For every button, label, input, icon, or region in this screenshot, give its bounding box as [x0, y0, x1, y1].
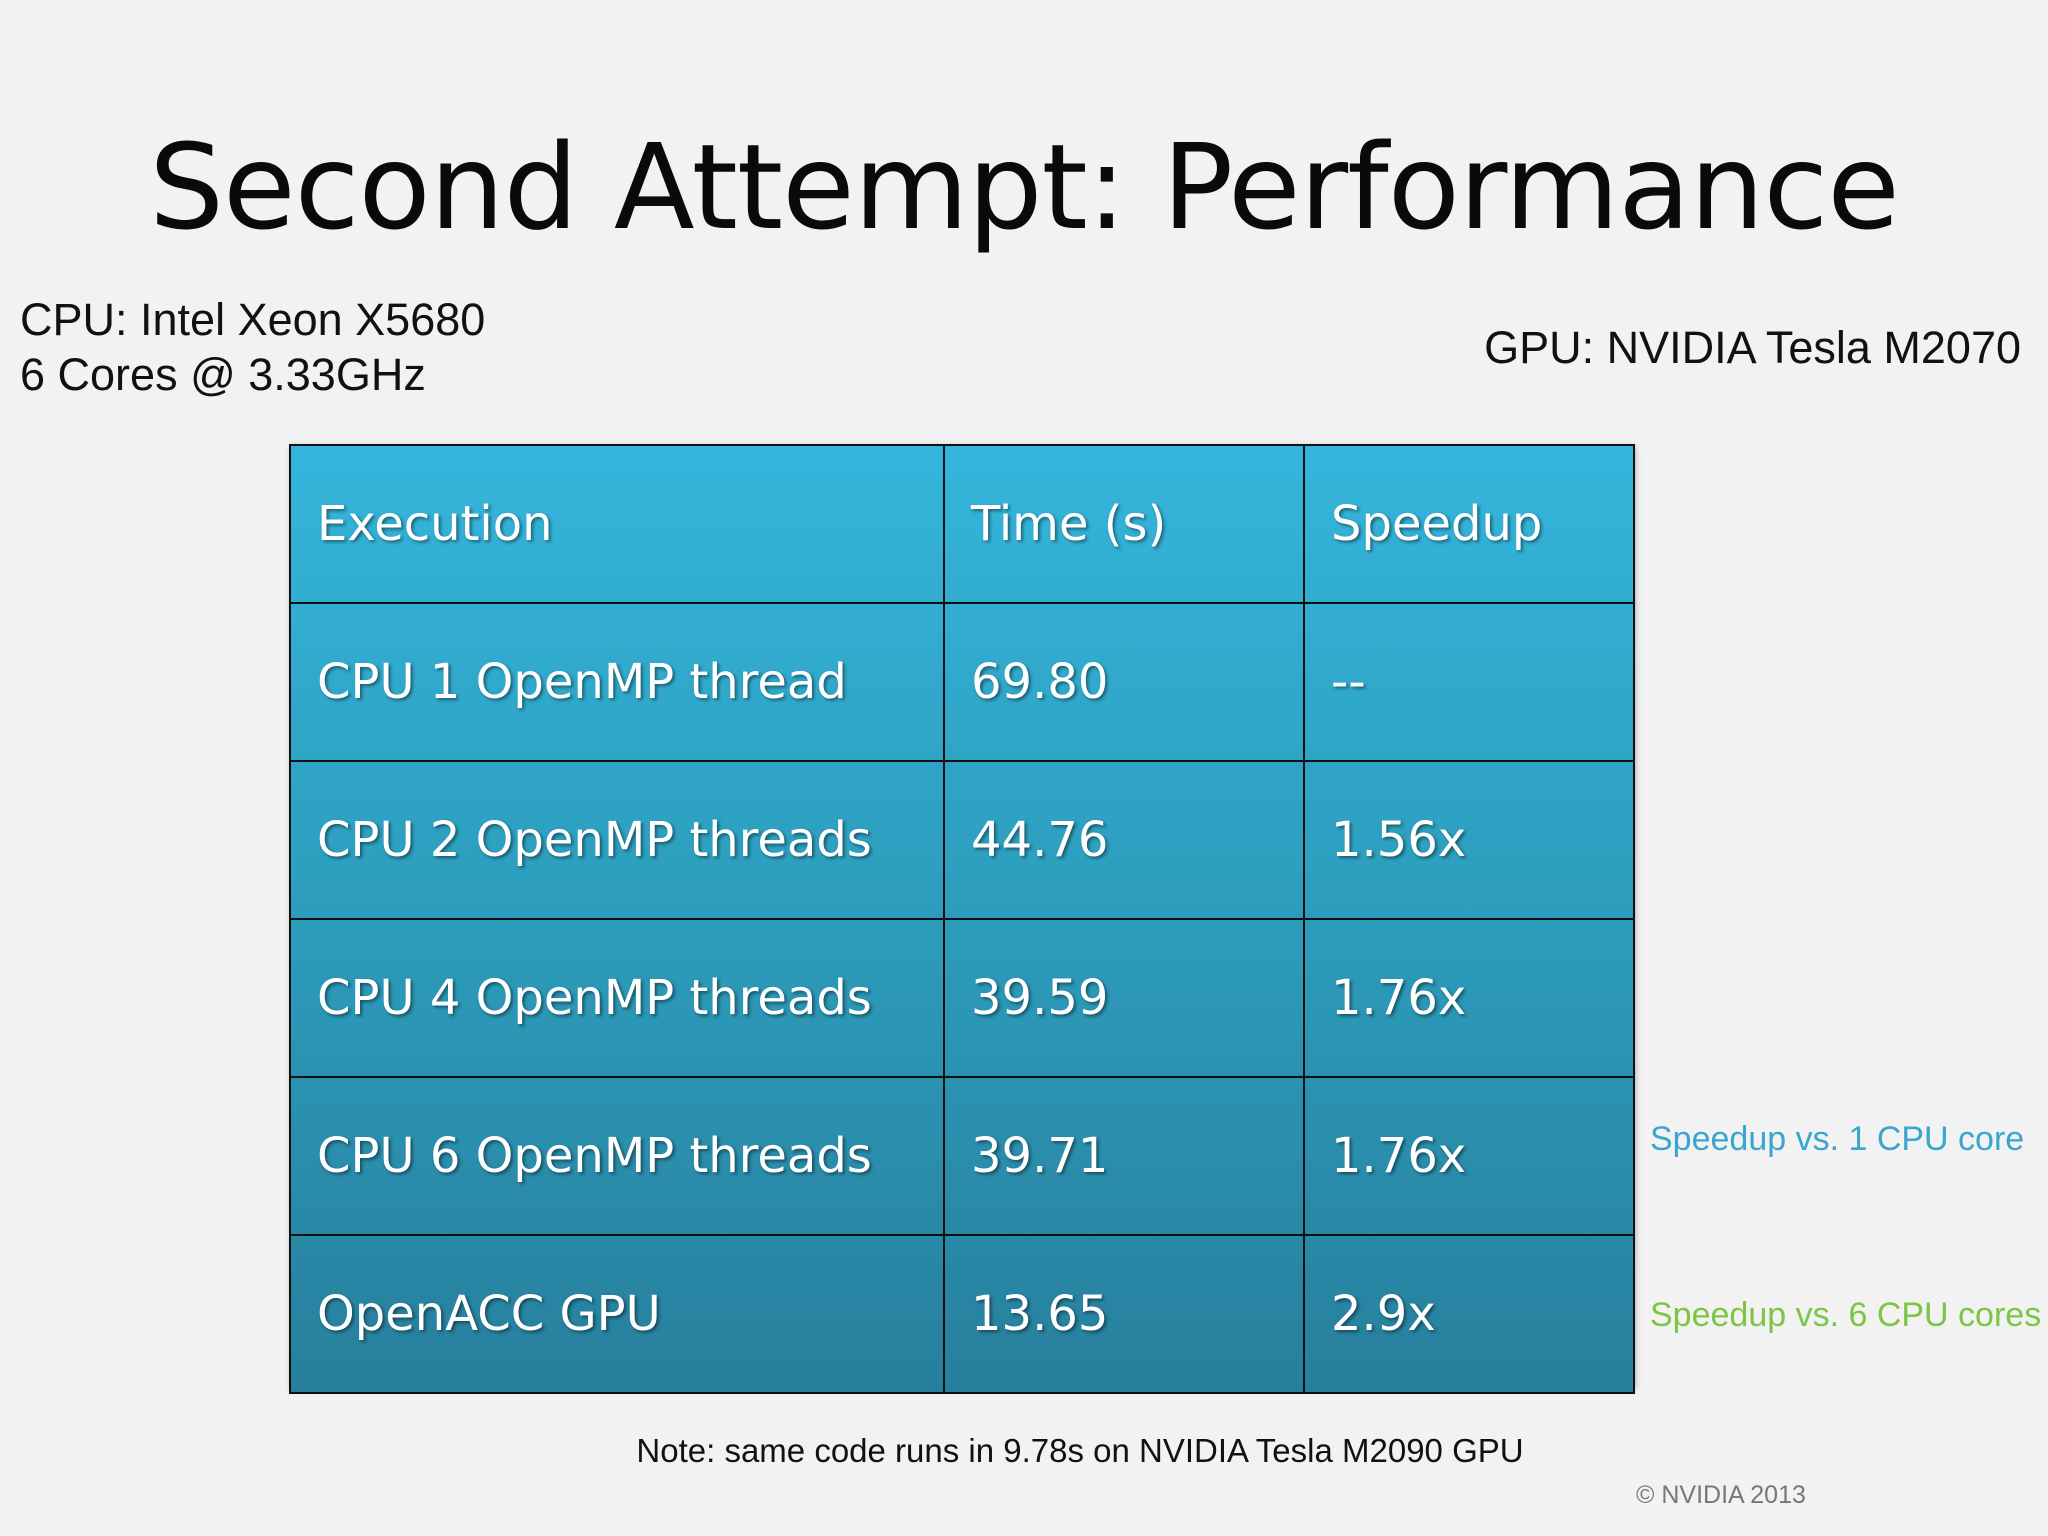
cpu-model: CPU: Intel Xeon X5680: [20, 294, 486, 345]
speedup-cell: 1.76x: [1303, 918, 1635, 1078]
gpu-info: GPU: NVIDIA Tesla M2070: [1484, 322, 2021, 373]
table-row: CPU 6 OpenMP threads 39.71 1.76x: [289, 1076, 1635, 1236]
execution-cell: CPU 1 OpenMP thread: [289, 602, 945, 762]
header-speedup: Speedup: [1303, 444, 1635, 604]
slide-title: Second Attempt: Performance: [149, 118, 1900, 256]
time-cell: 44.76: [943, 760, 1305, 920]
speedup-cell: 2.9x: [1303, 1234, 1635, 1394]
performance-table-container: Execution Time (s) Speedup CPU 1 OpenMP …: [289, 444, 1635, 1394]
speedup-note-6-cpu: Speedup vs. 6 CPU cores: [1650, 1296, 2042, 1334]
speedup-cell: --: [1303, 602, 1635, 762]
speedup-cell: 1.56x: [1303, 760, 1635, 920]
execution-cell: CPU 6 OpenMP threads: [289, 1076, 945, 1236]
header-time: Time (s): [943, 444, 1305, 604]
time-cell: 39.59: [943, 918, 1305, 1078]
cpu-info: CPU: Intel Xeon X5680 6 Cores @ 3.33GHz: [20, 292, 485, 402]
copyright: © NVIDIA 2013: [1636, 1481, 1806, 1509]
cpu-cores: 6 Cores @ 3.33GHz: [20, 349, 426, 400]
table-row: CPU 4 OpenMP threads 39.59 1.76x: [289, 918, 1635, 1078]
footnote: Note: same code runs in 9.78s on NVIDIA …: [636, 1432, 1524, 1469]
table-row: OpenACC GPU 13.65 2.9x: [289, 1234, 1635, 1394]
execution-cell: CPU 2 OpenMP threads: [289, 760, 945, 920]
table-row: CPU 1 OpenMP thread 69.80 --: [289, 602, 1635, 762]
performance-table: Execution Time (s) Speedup CPU 1 OpenMP …: [289, 444, 1635, 1394]
time-cell: 69.80: [943, 602, 1305, 762]
speedup-cell: 1.76x: [1303, 1076, 1635, 1236]
header-execution: Execution: [289, 444, 945, 604]
table-row: CPU 2 OpenMP threads 44.76 1.56x: [289, 760, 1635, 920]
execution-cell: CPU 4 OpenMP threads: [289, 918, 945, 1078]
time-cell: 39.71: [943, 1076, 1305, 1236]
speedup-note-1-cpu: Speedup vs. 1 CPU core: [1650, 1120, 2025, 1158]
execution-cell: OpenACC GPU: [289, 1234, 945, 1394]
time-cell: 13.65: [943, 1234, 1305, 1394]
table-header-row: Execution Time (s) Speedup: [289, 444, 1635, 604]
